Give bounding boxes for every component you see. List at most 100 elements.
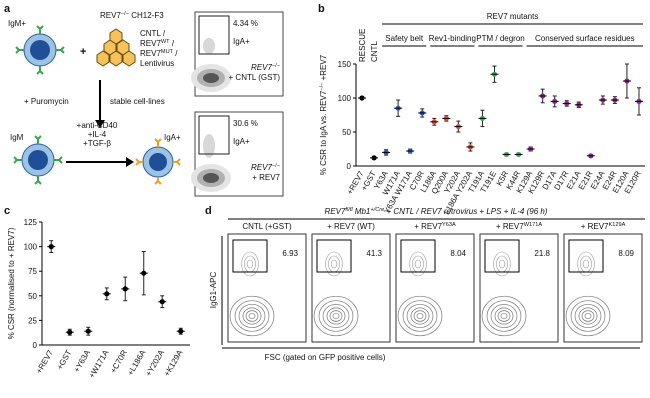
text-run: REV7 — [140, 49, 161, 58]
contour — [580, 255, 592, 273]
group-label: PTM / degron — [476, 34, 524, 43]
facs-frame — [194, 11, 284, 97]
vector-line: REV7MUT / — [140, 49, 178, 58]
contour — [397, 295, 443, 337]
plus-sign: + — [80, 46, 86, 58]
x-tick-label: +REV7 — [34, 348, 55, 375]
contour — [584, 312, 592, 320]
antibodies — [15, 25, 65, 75]
plot-title: + REV7K129A — [581, 222, 626, 231]
facs-sample: REV7−/− — [251, 163, 281, 172]
contour — [328, 255, 340, 273]
contour — [481, 295, 527, 337]
contour — [245, 310, 259, 322]
superscript: fl/fl — [345, 207, 353, 213]
text-run: + REV7 — [252, 173, 280, 182]
contour — [496, 255, 508, 273]
group-label: CNTL — [370, 41, 379, 62]
plot-frame — [227, 233, 307, 343]
contour — [498, 259, 506, 269]
panel-label: b — [318, 3, 325, 15]
antibodies — [135, 138, 181, 185]
text-run: Mb1 — [353, 207, 371, 216]
contour — [416, 312, 424, 320]
flow-header: REV7fl/fl Mb1+/Cre + CNTL / REV7 retrovi… — [325, 207, 548, 216]
gate-value: 4.34 % — [233, 19, 258, 28]
y-tick-label: 100 — [338, 94, 352, 103]
vector-line: REV7WT / — [140, 39, 175, 48]
panel-label: a — [4, 3, 11, 15]
contour — [322, 303, 350, 329]
step-label: stable cell-lines — [110, 97, 165, 106]
contour — [326, 307, 346, 325]
y-tick-label: 50 — [342, 128, 351, 137]
text-run: REV7 — [251, 63, 272, 72]
contour — [493, 251, 511, 277]
superscript: −/− — [272, 163, 281, 169]
superscript: MUT — [161, 49, 174, 55]
contour — [409, 251, 427, 277]
contour — [244, 255, 256, 273]
flow-x-label: FSC (gated on GFP positive cells) — [265, 353, 386, 362]
super-group-label: REV7 mutants — [487, 12, 539, 21]
plot-title: + REV7W171A — [496, 222, 542, 231]
stimulus: +IL-4 — [88, 130, 107, 139]
y-tick-label: 125 — [24, 218, 38, 227]
y-tick-label: 0 — [33, 341, 38, 350]
text-run: CNTL / — [140, 29, 166, 38]
contour — [414, 259, 422, 269]
antibodies — [13, 135, 63, 185]
cell-label: IgM+ — [8, 19, 26, 28]
text-run: / — [173, 49, 178, 58]
y-tick-label: 50 — [28, 292, 37, 301]
facs-sample: + REV7 — [252, 173, 280, 182]
contour — [497, 310, 511, 322]
gate — [400, 239, 436, 273]
contour — [318, 300, 354, 332]
contour — [402, 300, 438, 332]
gate-value: 21.8 — [534, 249, 550, 258]
contour — [238, 303, 266, 329]
group-label: Safety belt — [385, 34, 424, 43]
schematic-shapes: + — [13, 25, 181, 185]
text-run: + CNTL (GST) — [229, 73, 281, 82]
stimulus: +anti-CD40 — [77, 121, 118, 130]
contour — [313, 295, 359, 337]
vector-line: CNTL / — [140, 29, 166, 38]
superscript: −/− — [121, 11, 129, 17]
contour — [329, 310, 343, 322]
superscript: Y63A — [442, 222, 456, 228]
plot-frame — [395, 233, 475, 343]
contour — [412, 255, 424, 273]
contour — [325, 251, 343, 277]
contour — [330, 259, 338, 269]
text-run: + REV7 — [496, 222, 524, 231]
y-tick-label: 75 — [28, 267, 37, 276]
plot-title: + REV7 (WT) — [327, 222, 375, 231]
stimulus: +TGF-β — [83, 139, 111, 148]
text-run: REV7 — [140, 39, 161, 48]
contour — [490, 303, 518, 329]
plot-title: + REV7Y63A — [414, 222, 456, 231]
gate-name: IgA+ — [233, 37, 250, 46]
cell-line: REV7−/− CH12-F3 — [100, 11, 164, 20]
contour — [246, 259, 254, 269]
text-run: REV7 — [251, 163, 272, 172]
contour — [242, 307, 262, 325]
contour — [581, 310, 595, 322]
superscript: WT — [161, 39, 170, 45]
panel-label: c — [4, 205, 10, 217]
text-run: + REV7 — [414, 222, 442, 231]
text-run: +REV7 — [319, 54, 328, 82]
plot-frame — [479, 233, 559, 343]
gate — [484, 239, 520, 273]
text-run: + REV7 (WT) — [327, 222, 375, 231]
text-run: Lentivirus — [140, 59, 174, 68]
facs-gate — [198, 115, 230, 155]
y-tick-label: 100 — [24, 243, 38, 252]
facs-density — [203, 134, 215, 158]
y-axis-label: % CSR to IgA vs. REV7−/− +REV7 — [319, 54, 328, 175]
facs-sample: REV7−/− — [251, 63, 281, 72]
plot-frame — [311, 233, 391, 343]
